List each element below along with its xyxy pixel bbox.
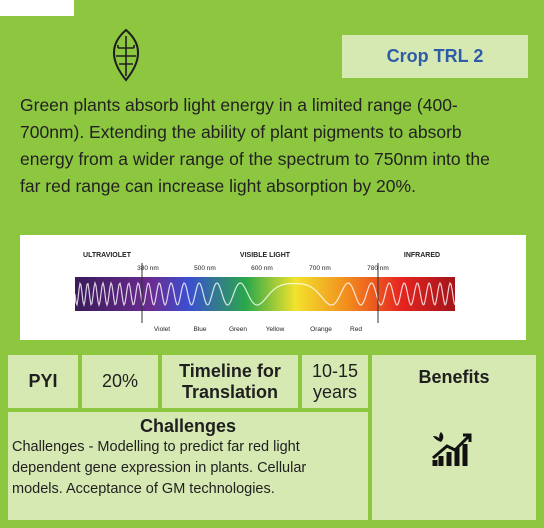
color-label: Red — [350, 326, 362, 333]
pyi-label: PYI — [8, 355, 78, 408]
trl-badge: Crop TRL 2 — [342, 35, 528, 78]
region-label: INFRARED — [404, 252, 440, 259]
page: Crop TRL 2 Green plants absorb light ene… — [0, 0, 544, 528]
text-line: energy from a wider range of the spectru… — [20, 146, 490, 173]
benefits-label: Benefits — [418, 367, 489, 388]
color-label: Blue — [193, 326, 206, 333]
text-line: far red range can increase light absorpt… — [20, 173, 490, 200]
text-line: models. Acceptance of GM technologies. — [12, 479, 368, 500]
challenges-title: Challenges — [8, 416, 368, 437]
color-label: Yellow — [266, 326, 285, 333]
header-tab — [0, 0, 74, 16]
text-line: Challenges - Modelling to predict far re… — [12, 437, 368, 458]
wavelength-label: 380 nm — [137, 265, 159, 272]
timeline-value: 10-15 years — [302, 355, 368, 408]
color-label: Orange — [310, 326, 332, 333]
wavelength-label: 780 nm — [367, 265, 389, 272]
spectrum-image: ULTRAVIOLET VISIBLE LIGHT INFRARED 380 nm 50… — [20, 235, 526, 340]
spectrum-band — [75, 277, 455, 311]
color-label: Green — [229, 326, 247, 333]
text-line: Green plants absorb light energy in a li… — [20, 92, 490, 119]
text-line: dependent gene expression in plants. Cel… — [12, 458, 368, 479]
description: Green plants absorb light energy in a li… — [20, 92, 490, 200]
text-line: 700nm). Extending the ability of plant p… — [20, 119, 490, 146]
leaf-icon — [106, 28, 146, 82]
wavelength-label: 600 nm — [251, 265, 273, 272]
pyi-value: 20% — [82, 355, 158, 408]
challenges-text: Challenges - Modelling to predict far re… — [8, 437, 368, 500]
color-label: Violet — [154, 326, 170, 333]
wavelength-label: 500 nm — [194, 265, 216, 272]
region-label: ULTRAVIOLET — [83, 252, 132, 259]
challenges-cell: Challenges Challenges - Modelling to pre… — [8, 412, 368, 520]
growth-icon — [431, 430, 477, 470]
wavelength-label: 700 nm — [309, 265, 331, 272]
region-label: VISIBLE LIGHT — [240, 252, 291, 259]
benefits-cell: Benefits — [372, 355, 536, 520]
timeline-label: Timeline for Translation — [162, 355, 298, 408]
